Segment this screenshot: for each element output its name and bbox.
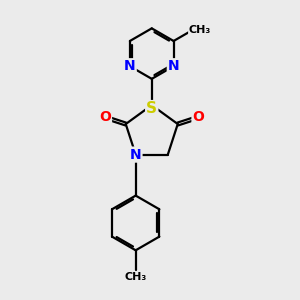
Text: N: N xyxy=(130,148,142,162)
Text: N: N xyxy=(124,59,136,73)
Text: S: S xyxy=(146,101,157,116)
Text: O: O xyxy=(193,110,204,124)
Text: N: N xyxy=(168,59,179,73)
Text: O: O xyxy=(99,110,111,124)
Text: CH₃: CH₃ xyxy=(189,25,211,34)
Text: CH₃: CH₃ xyxy=(124,272,147,282)
